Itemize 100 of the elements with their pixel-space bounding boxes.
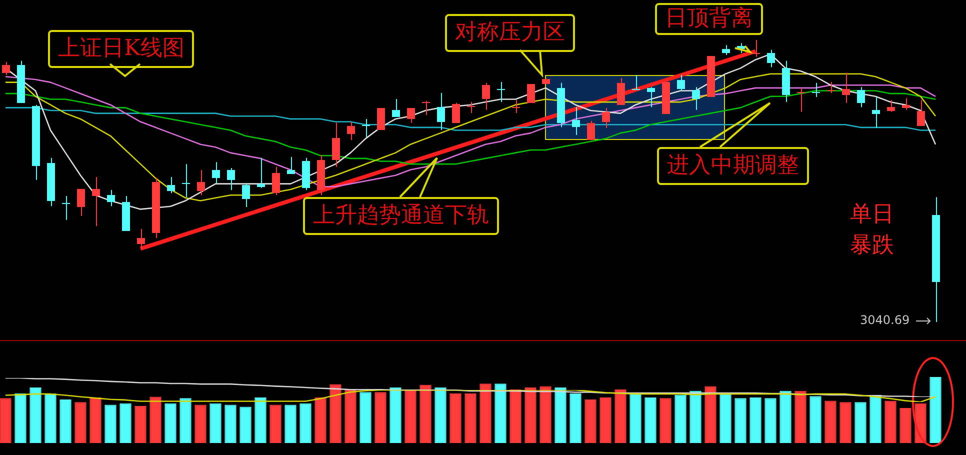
annotation: 上升趋势通道下轨 [303,197,499,235]
candlestick [437,92,445,130]
bar [870,394,882,443]
candlestick [647,86,655,108]
candlestick [527,84,535,103]
candlestick [392,98,400,118]
bar [330,384,342,443]
bar [614,390,626,443]
bar [194,404,206,443]
bar [74,402,86,443]
candlestick [167,176,175,194]
bar [704,386,716,443]
candlestick [827,82,835,94]
candlestick [752,40,760,58]
bar [824,400,836,443]
bar [284,404,296,443]
candlestick [452,102,460,124]
bar [374,392,386,443]
bar [44,394,56,443]
bar [554,388,566,443]
bar [720,394,732,443]
bar [600,397,612,443]
bar [450,394,462,443]
candlestick [182,164,190,198]
annotation: 对称压力区 [445,14,575,52]
bar [524,388,536,443]
candlestick [257,157,265,189]
bar [930,377,942,443]
candlestick [107,190,115,207]
bar [270,404,282,443]
candlestick [572,106,580,136]
candlestick [722,44,730,56]
candlestick [422,100,430,116]
bar [240,406,252,443]
candlestick [197,170,205,196]
bar [854,402,866,443]
annotation: 单日暴跌 [850,201,895,260]
bar [30,388,42,443]
bar [224,404,236,443]
bar [404,390,416,443]
candlestick [347,122,355,141]
text: 日顶背离 [655,3,763,35]
candlestick [812,82,820,98]
bar [300,403,312,443]
candlestick [467,102,475,114]
candlestick [917,100,925,127]
candlestick [407,107,415,124]
candlestick [362,118,370,138]
candlestick [332,122,340,168]
bar [0,398,12,443]
bar [164,403,176,443]
bar [104,404,116,443]
bar [494,384,506,443]
annotation: 3040.69 [860,313,910,327]
candlestick [77,188,85,216]
bar [254,397,266,443]
bar [674,394,686,443]
bar [464,394,476,443]
bar [390,388,402,443]
candlestick [62,195,70,220]
candlestick [92,176,100,227]
bar [764,398,776,443]
candlestick [587,120,595,141]
candlestick [512,100,520,114]
candlestick [212,162,220,184]
candlestick [887,100,895,112]
candlestick [902,98,910,110]
bar [794,390,806,443]
candlestick [842,72,850,104]
bar [510,390,522,443]
bar [120,403,132,443]
bar [584,399,596,443]
annotation: 上证日K线图 [48,30,194,68]
bar [210,403,222,443]
bar [750,397,762,443]
bar [540,386,552,443]
bar [840,402,852,443]
annotation: 进入中期调整 [657,147,809,185]
bar [660,398,672,443]
candlestick [872,96,880,128]
bar [630,394,642,443]
bar [14,394,26,443]
candlestick [137,228,145,250]
candlestick [767,49,775,68]
candlestick [2,61,10,76]
bar [690,390,702,443]
bar [570,394,582,443]
bar [180,398,192,443]
bar [90,397,102,443]
candlestick [797,87,805,112]
bar [734,398,746,443]
bar [360,392,372,443]
bar [60,399,72,443]
bar [810,396,822,443]
candlestick [227,168,235,191]
candlestick [692,86,700,110]
candlestick [617,78,625,106]
bar [900,408,912,443]
candlestick [272,166,280,196]
candlestick [377,108,385,130]
